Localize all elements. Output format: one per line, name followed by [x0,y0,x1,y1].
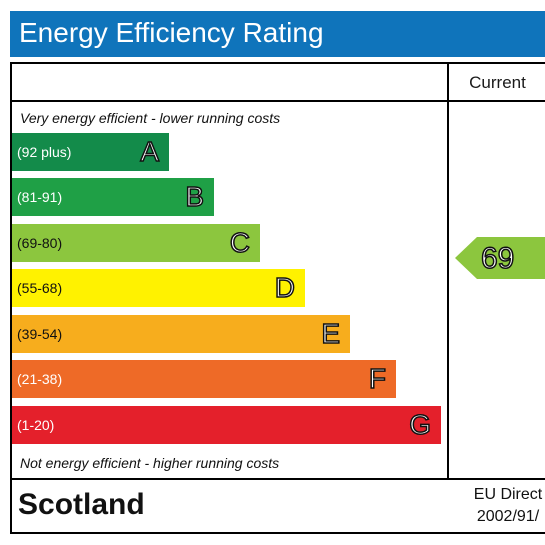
band-letter: D [274,271,296,304]
rating-arrow [455,237,545,279]
frame-divider-vertical [447,62,449,478]
band-e: (39-54) E [12,315,350,353]
band-letter: F [368,362,387,395]
frame-header-rule [10,100,545,102]
band-b: (81-91) B [12,178,214,216]
band-letter: A [140,135,160,168]
page-title: Energy Efficiency Rating [19,17,324,48]
directive-line-2: 2002/91/ [476,508,540,525]
frame-bottom [10,532,545,534]
band-c: (69-80) C [12,224,260,262]
band-range: (39-54) [17,326,63,342]
current-rating-indicator: 69 [455,237,545,279]
band-range: (21-38) [17,371,63,387]
band-letter: G [408,408,431,441]
band-range: (1-20) [17,417,55,433]
current-rating-value: 69 [480,241,515,276]
header-bar: Energy Efficiency Rating [10,11,545,57]
column-header-current: Current [469,73,526,92]
band-letter: E [321,317,341,350]
band-a: (92 plus) A [12,133,169,171]
band-letter: C [229,226,251,259]
band-g: (1-20) G [12,406,441,444]
frame-top [10,62,545,64]
frame-footer-rule [10,478,545,480]
directive-line-1: EU Direct [473,486,543,503]
caption-bottom: Not energy efficient - higher running co… [20,455,280,471]
band-range: (55-68) [17,280,63,296]
region-label: Scotland [18,488,145,521]
band-range: (69-80) [17,235,63,251]
frame-left [10,62,12,534]
band-d: (55-68) D [12,269,305,307]
caption-top: Very energy efficient - lower running co… [20,110,281,126]
band-f: (21-38) F [12,360,396,398]
band-range: (92 plus) [17,144,72,160]
band-letter: B [185,180,205,213]
band-range: (81-91) [17,189,63,205]
